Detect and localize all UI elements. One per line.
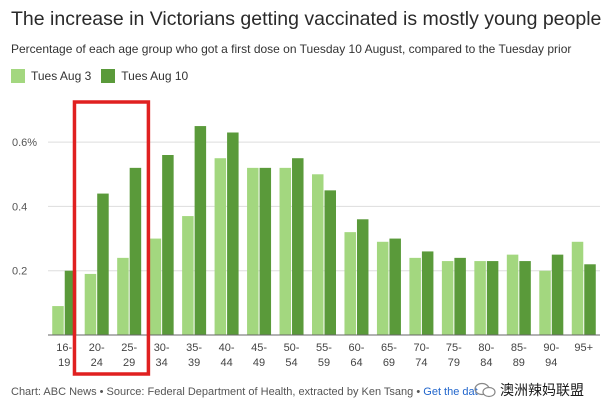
- legend-label-aug3: Tues Aug 3: [31, 69, 92, 83]
- get-data-link[interactable]: Get the dat: [423, 386, 478, 398]
- bar-aug3: [117, 257, 129, 335]
- bar-aug10: [551, 254, 564, 335]
- bar-aug10: [421, 251, 434, 335]
- bar-aug10: [162, 155, 174, 335]
- legend-item-aug3: Tues Aug 3: [11, 69, 91, 83]
- y-tick-label: 0.6%: [12, 137, 37, 149]
- x-tick-label: 65-69: [381, 342, 397, 369]
- bar-aug10: [64, 270, 77, 335]
- legend-swatch-aug3: [11, 69, 25, 83]
- bar-aug3: [409, 257, 421, 335]
- x-tick-label: 55-59: [316, 342, 332, 369]
- bar-aug10: [97, 193, 109, 335]
- legend-label-aug10: Tues Aug 10: [121, 69, 189, 83]
- bar-aug3: [149, 238, 162, 335]
- bar-aug3: [539, 270, 551, 335]
- bar-aug3: [312, 174, 324, 335]
- bar-aug3: [474, 261, 486, 335]
- x-tick-label: 85-89: [511, 342, 527, 369]
- bar-aug10: [129, 167, 142, 335]
- y-tick-label: 0.2: [12, 266, 27, 278]
- bar-aug10: [194, 126, 207, 335]
- bar-aug3: [84, 273, 97, 335]
- x-tick-label: 95+: [574, 342, 593, 354]
- wechat-icon: [474, 382, 496, 398]
- x-tick-label: 50-54: [284, 342, 300, 369]
- x-tick-label: 30-34: [154, 342, 170, 369]
- bar-aug10: [356, 219, 369, 335]
- bar-aug10: [259, 167, 272, 335]
- highlight-box: [72, 100, 151, 376]
- bar-aug3: [182, 216, 194, 335]
- bar-aug3: [344, 232, 356, 335]
- legend-item-aug10: Tues Aug 10: [101, 69, 188, 83]
- bar-chart: 0.2 0.4 0.6% 16-19 20-24 25-29 30-34 35-39 40-44…: [12, 100, 600, 376]
- watermark: 澳洲辣妈联盟: [474, 380, 584, 400]
- source-text: Chart: ABC News • Source: Federal Depart…: [11, 386, 421, 398]
- x-tick-label: 16-19: [56, 342, 72, 369]
- chart-title: The increase in Victorians getting vacci…: [11, 8, 602, 30]
- x-tick-label: 80-84: [478, 342, 494, 369]
- legend-swatch-aug10: [101, 69, 116, 83]
- chart-subtitle: Percentage of each age group who got a f…: [11, 42, 572, 56]
- bar-aug10: [324, 190, 336, 335]
- bar-aug10: [486, 261, 499, 335]
- bar-aug10: [454, 257, 466, 335]
- x-tick-label: 25-29: [121, 342, 137, 369]
- x-tick-label: 20-24: [89, 342, 105, 369]
- y-tick-label: 0.4: [12, 201, 27, 213]
- x-tick-label: 60-64: [349, 342, 365, 369]
- bar-aug3: [279, 167, 292, 335]
- bar-aug3: [52, 306, 64, 335]
- x-tick-label: 90-94: [543, 342, 559, 369]
- bar-aug3: [506, 254, 519, 335]
- watermark-text: 澳洲辣妈联盟: [500, 382, 584, 398]
- x-tick-label: 75-79: [446, 342, 462, 369]
- bar-aug10: [292, 158, 304, 335]
- bar-aug3: [247, 167, 259, 335]
- bar-aug3: [214, 158, 227, 335]
- x-tick-label: 35-39: [186, 342, 202, 369]
- chart-footer: Chart: ABC News • Source: Federal Depart…: [11, 386, 478, 398]
- x-tick-label: 45-49: [251, 342, 267, 369]
- bar-aug3: [571, 241, 584, 335]
- bar-aug3: [441, 261, 454, 335]
- x-tick-label: 40-44: [219, 342, 235, 369]
- bar-aug10: [227, 132, 239, 335]
- bar-aug10: [519, 261, 531, 335]
- bar-aug10: [389, 238, 401, 335]
- legend: Tues Aug 3 Tues Aug 10: [11, 69, 198, 83]
- x-tick-label: 70-74: [413, 342, 429, 369]
- bar-aug3: [376, 241, 389, 335]
- bar-aug10: [584, 264, 596, 335]
